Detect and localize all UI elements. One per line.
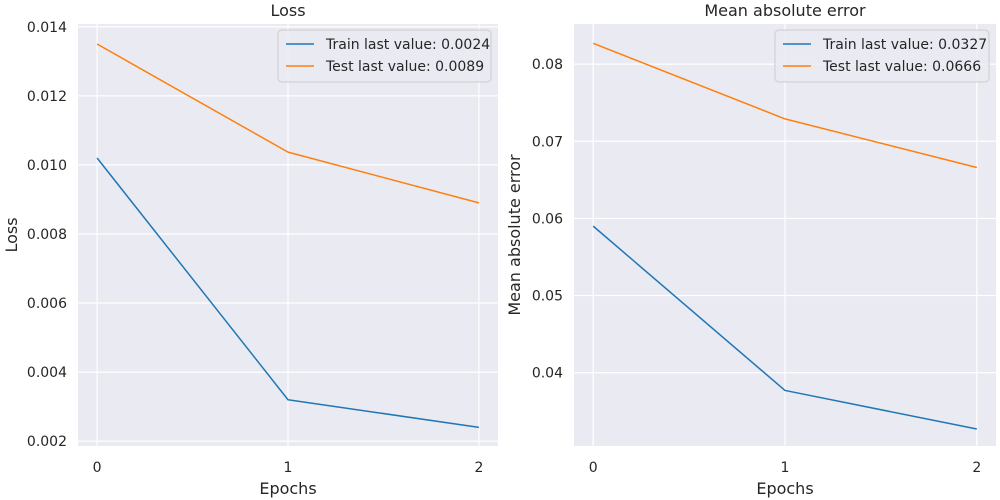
mae-train-line	[592, 225, 977, 430]
loss-chart-title: Loss	[270, 1, 305, 20]
loss-x-tick-label: 1	[284, 460, 293, 476]
loss-legend-test-label: Test last value: 0.0089	[325, 59, 484, 75]
mae-test-line	[592, 42, 978, 169]
loss-y-tick-label: 0.006	[27, 296, 67, 312]
mae-series	[592, 42, 978, 430]
mae-chart: 0.04 0.05 0.06 0.07 0.08 0 1 2 Mean absolute e…	[505, 1, 996, 498]
loss-legend-box	[277, 29, 492, 83]
loss-y-axis-label: Loss	[2, 217, 21, 252]
mae-legend-box	[774, 29, 990, 83]
loss-y-tick-label: 0.004	[27, 365, 67, 381]
mae-y-tick-label: 0.04	[532, 366, 563, 382]
mae-x-ticks: 0 1 2	[589, 460, 982, 476]
loss-test-line	[96, 43, 480, 204]
mae-x-tick-label: 0	[589, 460, 598, 476]
mae-chart-title: Mean absolute error	[704, 1, 866, 20]
loss-legend: Train last value: 0.0024 Test last value…	[277, 29, 492, 83]
mae-y-ticks: 0.04 0.05 0.06 0.07 0.08	[532, 57, 563, 382]
loss-x-ticks: 0 1 2	[93, 460, 484, 476]
loss-y-tick-label: 0.012	[27, 89, 67, 105]
loss-x-tick-label: 2	[474, 460, 483, 476]
mae-gridlines	[574, 24, 996, 446]
loss-x-tick-label: 0	[93, 460, 102, 476]
loss-train-line	[96, 157, 480, 429]
mae-legend-test-label: Test last value: 0.0666	[822, 59, 981, 75]
mae-x-tick-label: 1	[781, 460, 790, 476]
mae-legend-train-label: Train last value: 0.0327	[822, 37, 987, 53]
mae-y-tick-label: 0.07	[532, 134, 563, 150]
mae-y-axis-label: Mean absolute error	[505, 154, 524, 316]
loss-y-tick-label: 0.014	[27, 20, 67, 36]
loss-legend-train-label: Train last value: 0.0024	[325, 37, 490, 53]
loss-y-ticks: 0.002 0.004 0.006 0.008 0.010 0.012 0.014	[27, 20, 67, 450]
loss-series	[96, 43, 480, 429]
mae-legend: Train last value: 0.0327 Test last value…	[774, 29, 990, 83]
loss-gridlines	[78, 24, 498, 446]
mae-y-tick-label: 0.05	[532, 289, 563, 305]
mae-x-axis-label: Epochs	[756, 479, 813, 498]
mae-y-tick-label: 0.08	[532, 57, 563, 73]
mae-x-tick-label: 2	[972, 460, 981, 476]
loss-y-tick-label: 0.010	[27, 158, 67, 174]
mae-y-tick-label: 0.06	[532, 211, 563, 227]
loss-x-axis-label: Epochs	[259, 479, 316, 498]
loss-y-tick-label: 0.002	[27, 434, 67, 450]
loss-y-tick-label: 0.008	[27, 227, 67, 243]
